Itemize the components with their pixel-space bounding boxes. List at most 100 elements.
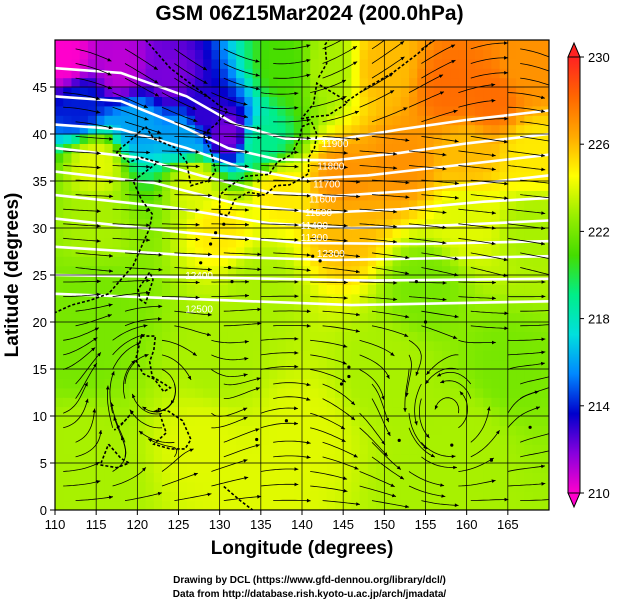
streamline [75,429,102,458]
heatmap-cell [277,331,287,342]
heatmap-cell [145,359,155,370]
heatmap-cell [269,425,278,436]
heatmap-cell [227,40,237,50]
heatmap-cell [71,463,81,473]
heatmap-cell [55,293,64,304]
heatmap-cell [507,481,517,492]
heatmap-cell [450,58,460,69]
streamline [371,252,410,259]
streamline-arrow [492,340,496,345]
heatmap-cell [219,331,229,342]
heatmap-cell [474,87,484,97]
streamline [273,396,311,401]
heatmap-cell [285,49,295,60]
y-tick-label: 0 [40,503,47,518]
heatmap-cell [491,209,501,220]
heatmap-cell [384,500,394,510]
heatmap-cell [186,96,196,107]
heatmap-cell [186,218,196,229]
heatmap-cell [186,481,196,492]
heatmap-cell [466,265,476,276]
heatmap-cell [129,40,138,50]
streamline [470,194,509,199]
heatmap-cell [285,246,295,257]
heatmap-cell [186,105,196,116]
heatmap-cell [137,162,147,173]
streamline-arrow [208,252,212,257]
heatmap-cell [219,275,229,285]
heatmap-cell [532,246,542,257]
heatmap-cell [433,387,443,398]
heatmap-cell [343,491,352,502]
heatmap-cell [409,124,418,135]
heatmap-cell [236,237,245,248]
heatmap-cell [540,369,549,379]
heatmap-cell [532,209,542,220]
heatmap-cell [384,406,394,417]
streamline [273,267,311,271]
heatmap-cell [203,387,213,398]
streamline [211,223,250,226]
heatmap-cell [450,322,460,332]
x-tick-label: 115 [86,517,107,532]
heatmap-cell [145,463,155,473]
heatmap-cell [318,218,328,229]
heatmap-cell [433,152,443,163]
heatmap-cell [524,199,534,210]
heatmap-cell [87,369,97,379]
heatmap-cell [244,340,254,351]
heatmap-cell [211,58,221,69]
heatmap-cell [507,171,517,182]
heatmap-cell [186,425,196,436]
streamline-arrow [107,314,112,318]
heatmap-cell [433,171,443,182]
heatmap-cell [260,350,270,361]
heatmap-cell [376,350,385,361]
streamline-arrow [541,167,546,172]
heatmap-cell [129,293,138,304]
heatmap-cell [532,49,542,60]
streamline-arrow [96,165,101,170]
heatmap-cell [63,463,73,473]
streamline-arrow [245,164,249,169]
heatmap-cell [112,134,122,144]
heatmap-cell [203,68,213,79]
heatmap-cell [302,350,311,361]
heatmap-cell [458,228,468,238]
heatmap-cell [367,209,377,220]
streamline-arrow [207,492,212,497]
heatmap-cell [516,105,525,116]
heatmap-cell [96,322,105,332]
heatmap-cell [425,105,435,116]
heatmap-cell [293,124,303,135]
heatmap-cell [433,434,443,445]
heatmap-cell [293,228,303,238]
heatmap-cell [194,275,204,285]
heatmap-cell [491,293,501,304]
streamline-arrow [192,352,197,356]
streamline [223,121,261,129]
heatmap-cell [120,237,130,248]
heatmap-cell [367,265,377,276]
heatmap-cell [277,209,287,220]
heatmap-cell [384,434,394,445]
heatmap-cell [351,416,361,426]
streamline-arrow [245,280,249,284]
heatmap-cell [96,162,105,173]
heatmap-cell [186,387,196,398]
heatmap-cell [409,293,418,304]
heatmap-cell [392,40,402,50]
heatmap-cell [137,228,147,238]
heatmap-cell [491,312,501,323]
streamline-arrow [204,93,209,97]
heatmap-cell [310,397,320,408]
heatmap-cell [260,181,270,191]
heatmap-cell [433,58,443,69]
streamline-arrow [96,110,101,114]
heatmap-cell [104,190,114,201]
streamline-arrow [158,317,162,321]
heatmap-cell [170,359,180,370]
heatmap-cell [516,134,525,144]
streamline-arrow [245,237,249,242]
heatmap-cell [63,293,73,304]
